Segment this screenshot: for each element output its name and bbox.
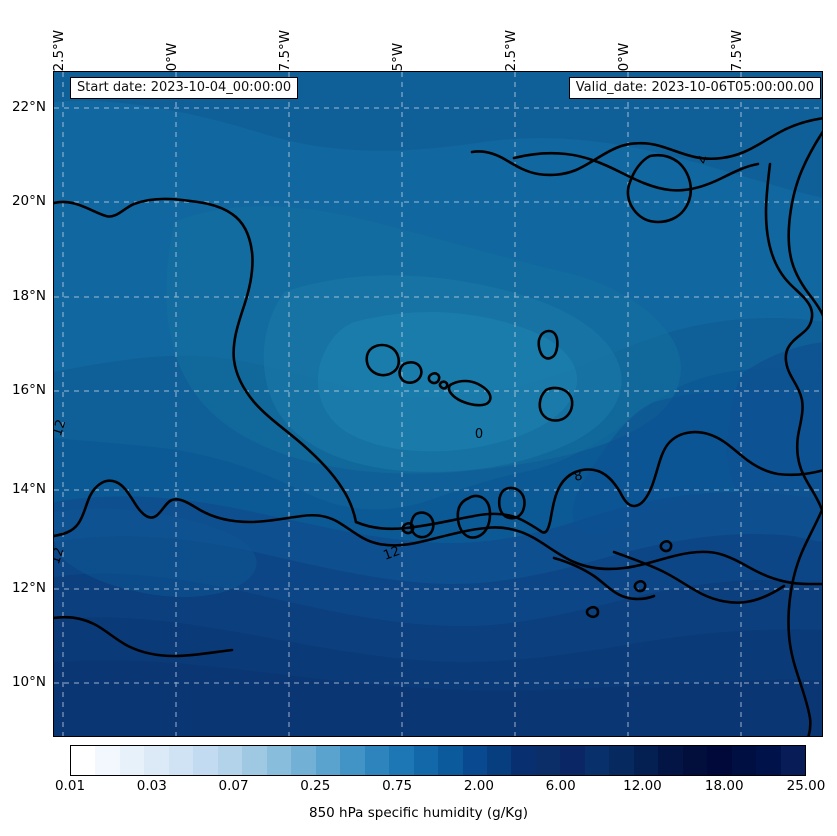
colorbar-tick-1: 0.03 [136, 778, 167, 794]
colorbar-swatch-0 [71, 746, 96, 775]
colorbar-tick-0: 0.01 [54, 778, 86, 794]
y-tick-label-5: 12°N [11, 580, 46, 596]
colorbar-swatch-8 [266, 746, 292, 775]
colorbar-swatch-21 [584, 746, 610, 775]
colorbar-tick-5: 2.00 [463, 778, 494, 794]
y-tick-label-2: 18°N [11, 288, 46, 304]
contour-label-0: 8 [573, 468, 584, 484]
colorbar-swatch-12 [364, 746, 390, 775]
colorbar-swatch-15 [438, 746, 463, 775]
y-tick-label-1: 20°N [11, 193, 46, 209]
colorbar-swatch-2 [119, 746, 145, 775]
colorbar-swatch-26 [707, 746, 732, 775]
colorbar-tick-4: 0.75 [382, 778, 413, 794]
y-tick-label-0: 22°N [11, 99, 46, 115]
colorbar-swatch-9 [291, 746, 316, 775]
colorbar-swatch-14 [413, 746, 439, 775]
colorbar-swatch-5 [193, 746, 218, 775]
map-plot-area[interactable]: 8 12 12 12 0 4 [53, 71, 823, 737]
colorbar-swatch-13 [389, 746, 414, 775]
y-tick-label-6: 10°N [11, 674, 46, 690]
colorbar-axis-label: 850 hPa specific humidity (g/Kg) [309, 805, 528, 821]
colorbar-swatch-6 [217, 746, 243, 775]
colorbar-swatch-17 [486, 746, 512, 775]
contour-label-4: 0 [475, 427, 483, 442]
colorbar-swatch-3 [144, 746, 169, 775]
colorbar-swatch-28 [756, 746, 781, 775]
colorbar-tick-labels: 0.01 0.03 0.07 0.25 0.75 2.00 6.00 12.00 18.00 25… [0, 778, 837, 796]
colorbar-tick-9: 25.00 [786, 778, 826, 794]
y-tick-label-3: 16°N [11, 382, 46, 398]
valid-date-annotation: Valid_date: 2023-10-06T05:00:00.00 [568, 77, 821, 99]
colorbar-swatch-27 [731, 746, 757, 775]
colorbar-tick-2: 0.07 [218, 778, 249, 794]
colorbar-swatch-23 [633, 746, 659, 775]
start-date-annotation: Start date: 2023-10-04_00:00:00 [70, 77, 299, 99]
colorbar-swatch-10 [315, 746, 341, 775]
colorbar-swatch-4 [168, 746, 194, 775]
colorbar-swatch-20 [560, 746, 585, 775]
colorbar-swatch-24 [658, 746, 683, 775]
colorbar-swatch-29 [780, 746, 806, 775]
contour-label-2: 12 [54, 418, 69, 438]
colorbar-swatch-11 [340, 746, 365, 775]
colorbar-swatch-19 [535, 746, 561, 775]
colorbar-swatch-1 [95, 746, 120, 775]
colorbar-swatch-18 [511, 746, 536, 775]
colorbar-swatch-16 [462, 746, 487, 775]
colorbar-tick-6: 6.00 [545, 778, 576, 794]
colorbar-tick-7: 12.00 [623, 778, 662, 794]
colorbar[interactable] [70, 745, 806, 776]
y-tick-label-4: 14°N [11, 481, 46, 497]
colorbar-tick-3: 0.25 [300, 778, 331, 794]
colorbar-swatch-7 [242, 746, 267, 775]
contour-label-1: 12 [381, 544, 402, 564]
colorbar-tick-8: 18.00 [704, 778, 744, 794]
colorbar-swatch-25 [682, 746, 708, 775]
map-canvas: 8 12 12 12 0 4 [54, 72, 822, 736]
colorbar-swatch-22 [609, 746, 634, 775]
